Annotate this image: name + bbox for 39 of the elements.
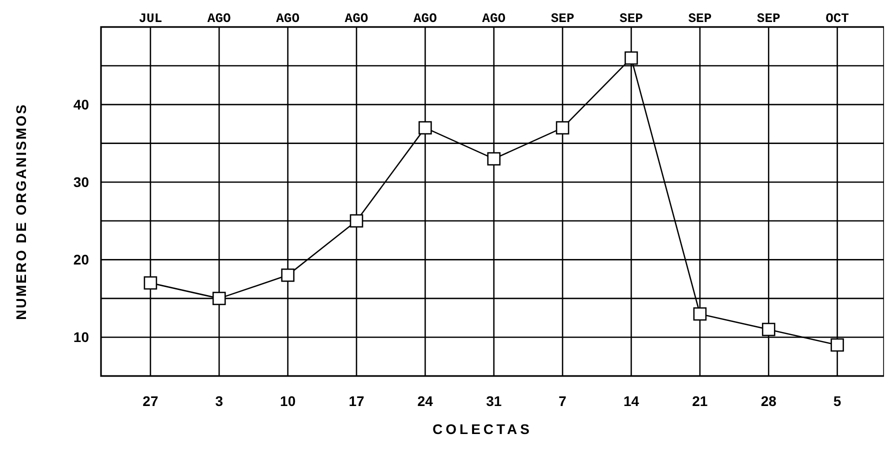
text: SEP	[756, 11, 781, 26]
x-tick-label: 14	[623, 393, 640, 409]
text: AGO	[482, 11, 506, 26]
text: AGO	[276, 11, 300, 26]
text: AGO	[207, 11, 232, 26]
point	[144, 276, 158, 290]
x-tick-label: 17	[348, 393, 364, 409]
point	[350, 214, 364, 228]
point	[556, 121, 570, 134]
x-tick-label: 27	[142, 393, 158, 409]
text: SEP	[550, 11, 574, 26]
x-tick-label: 10	[280, 393, 296, 409]
point	[487, 152, 501, 166]
x-tick-label: 7	[558, 393, 567, 409]
x-tick-label: 3	[215, 393, 224, 409]
text: AGO	[344, 11, 368, 26]
text: SEP	[688, 11, 712, 26]
point	[762, 322, 776, 336]
x-tick-label: 5	[833, 393, 842, 409]
point	[624, 51, 638, 65]
x-tick-label: 21	[692, 393, 708, 409]
x-axis-title: COLECTAS	[432, 421, 532, 437]
y-tick-label: 40	[73, 96, 90, 112]
point	[212, 292, 226, 306]
point	[693, 307, 707, 321]
x-tick-label: 28	[760, 393, 777, 409]
point	[418, 121, 432, 134]
y-tick-label: 30	[73, 174, 90, 190]
y-tick-label: 20	[73, 252, 90, 268]
text: SEP	[620, 11, 644, 26]
y-tick-label: 10	[73, 329, 90, 346]
x-tick-label: 31	[486, 393, 502, 409]
point	[830, 338, 844, 352]
point	[281, 268, 294, 282]
y-axis-title: NUMERO DE ORGANISMOS	[13, 103, 29, 320]
text: OCT	[826, 11, 850, 26]
text: JUL	[138, 11, 162, 26]
x-tick-label: 24	[417, 393, 434, 409]
text: AGO	[413, 11, 438, 26]
